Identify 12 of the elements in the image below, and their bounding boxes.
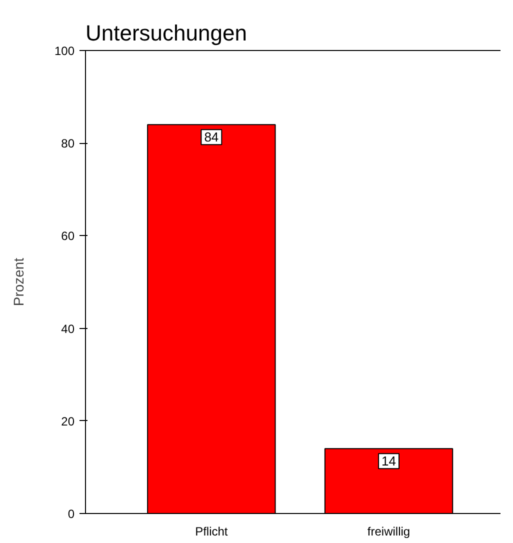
x-tick-label: freiwillig [367,524,410,538]
y-tick-label: 40 [61,322,75,336]
y-tick-label: 60 [61,229,75,244]
y-tick-label: 0 [68,507,75,521]
data-label: 14 [382,454,396,469]
chart-title: Untersuchungen [86,20,247,46]
y-tick-label: 80 [61,136,75,151]
data-label: 84 [204,130,219,145]
x-tick-label: Pflicht [195,524,228,538]
y-tick-label: 20 [61,414,75,428]
y-tick-label: 100 [54,44,75,58]
y-axis-title: Prozent [10,258,26,306]
